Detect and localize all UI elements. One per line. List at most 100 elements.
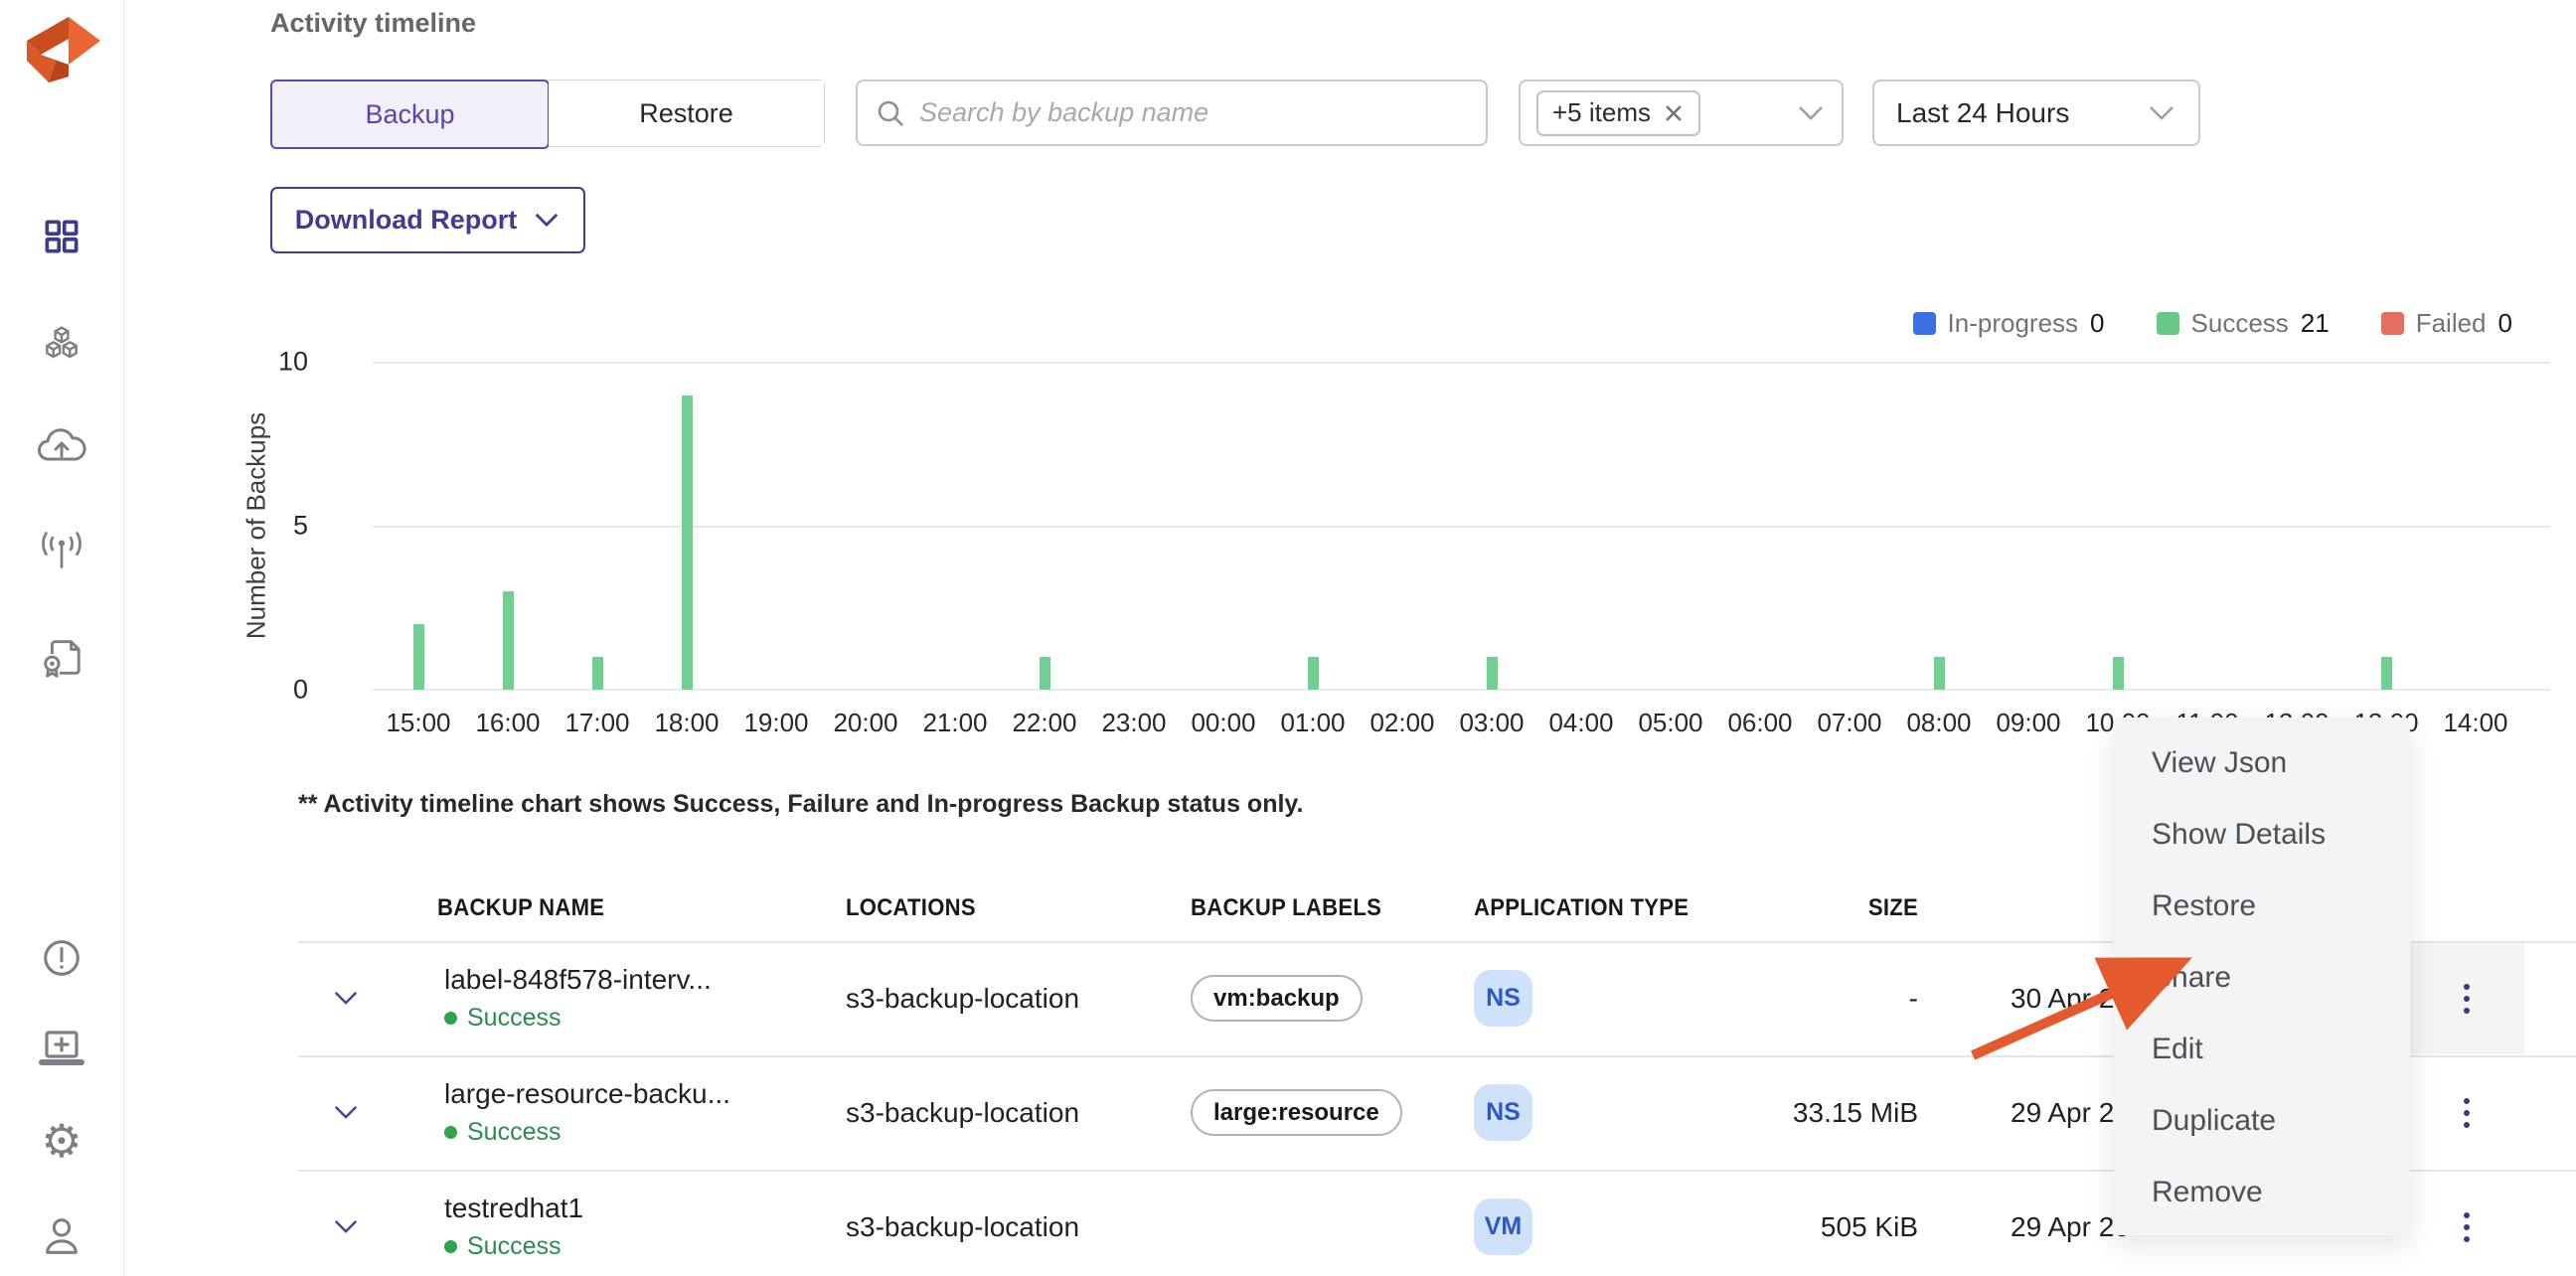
backup-date: 29 Apr 20: [2011, 1096, 2130, 1128]
y-tick-0: 0: [292, 674, 308, 705]
row-actions-menu-button[interactable]: [2447, 941, 2487, 1055]
bar-17:00: [591, 657, 603, 690]
search-icon: [878, 100, 903, 126]
sidebar-item-dashboard[interactable]: [36, 211, 87, 262]
expand-row-button[interactable]: [326, 941, 366, 1055]
download-report-button[interactable]: Download Report: [270, 187, 585, 253]
search-box: [856, 80, 1488, 146]
x-tick-label: 20:00: [833, 708, 898, 737]
gridline-10: [373, 362, 2550, 364]
tab-restore[interactable]: Restore: [549, 80, 824, 146]
sidebar-item-licenses[interactable]: [36, 632, 87, 684]
x-tick-label: 02:00: [1369, 708, 1435, 737]
x-tick-label: 08:00: [1906, 708, 1972, 737]
sidebar-item-settings[interactable]: ⚙: [36, 1115, 87, 1167]
backup-location: s3-backup-location: [846, 1210, 1080, 1242]
row-actions-menu-button[interactable]: [2447, 1170, 2487, 1276]
sidebar-item-alerts[interactable]: [36, 932, 87, 984]
col-application-type: APPLICATION TYPE: [1474, 894, 1690, 921]
col-backup-name: BACKUP NAME: [437, 894, 605, 921]
sidebar-item-system-monitor[interactable]: [36, 1024, 87, 1075]
page-title: Activity timeline: [270, 8, 477, 38]
cloud-upload-icon: [38, 428, 86, 461]
backup-name[interactable]: label-848f578-interv...: [444, 964, 712, 995]
menu-item-share[interactable]: Share: [2152, 961, 2232, 994]
sidebar-item-hypervisors[interactable]: [36, 525, 87, 576]
legend-item-in-progress[interactable]: In-progress 0: [1912, 308, 2105, 339]
col-size: SIZE: [1867, 894, 1918, 921]
gridline-0: [373, 689, 2550, 691]
brand-logo[interactable]: [20, 10, 103, 85]
bar-16:00: [502, 591, 514, 690]
table-divider: [298, 1055, 2576, 1057]
bar-10:00: [2112, 657, 2124, 690]
time-range-dropdown[interactable]: Last 24 Hours: [1872, 80, 2200, 146]
backup-size: -: [1908, 982, 1918, 1014]
menu-item-view-json[interactable]: View Json: [2152, 746, 2288, 779]
menu-item-remove[interactable]: Remove: [2152, 1176, 2263, 1208]
chevron-down-icon: [1799, 105, 1823, 120]
menu-item-restore[interactable]: Restore: [2152, 889, 2257, 922]
sidebar: ⚙: [0, 0, 124, 1276]
backup-restore-toggle: Backup Restore: [270, 80, 825, 149]
bar-08:00: [1933, 657, 1945, 690]
backup-label-chip: vm:backup: [1191, 975, 1363, 1022]
backup-size: 505 KiB: [1820, 1210, 1918, 1242]
x-tick-label: 05:00: [1638, 708, 1703, 737]
success-dot-icon: [444, 1126, 457, 1139]
sidebar-item-profile[interactable]: [36, 1210, 87, 1262]
expand-row-button[interactable]: [326, 1170, 366, 1276]
menu-item-show-details[interactable]: Show Details: [2152, 818, 2327, 851]
backup-size: 33.15 MiB: [1792, 1096, 1918, 1128]
bar-15:00: [412, 624, 424, 690]
x-tick-label: 21:00: [922, 708, 988, 737]
backup-location: s3-backup-location: [846, 982, 1080, 1014]
chart-footnote: ** Activity timeline chart shows Success…: [298, 790, 1304, 818]
x-tick-label: 15:00: [386, 708, 451, 737]
backup-name[interactable]: testredhat1: [444, 1193, 584, 1223]
bar-18:00: [681, 395, 693, 690]
chevron-down-icon: [334, 1106, 358, 1119]
x-tick-label: 17:00: [564, 708, 630, 737]
alert-circle-icon: [44, 940, 80, 976]
sidebar-item-clusters[interactable]: [36, 320, 87, 372]
cluster-cubes-icon: [46, 326, 78, 359]
bar-03:00: [1486, 657, 1498, 690]
filter-chip[interactable]: +5 items: [1536, 89, 1700, 136]
x-tick-label: 07:00: [1817, 708, 1882, 737]
application-type-badge: VM: [1474, 1198, 1532, 1255]
success-dot-icon: [444, 1012, 457, 1025]
backup-status: Success: [444, 1232, 561, 1261]
menu-item-edit[interactable]: Edit: [2152, 1033, 2203, 1065]
menu-item-duplicate[interactable]: Duplicate: [2152, 1104, 2277, 1137]
broadcast-antenna-icon: [42, 532, 81, 568]
search-input[interactable]: [919, 97, 1468, 128]
chevron-down-icon: [334, 1220, 358, 1233]
backup-date: 29 Apr 20: [2011, 1210, 2130, 1242]
col-locations: LOCATIONS: [846, 894, 976, 921]
backup-name[interactable]: large-resource-backu...: [444, 1078, 730, 1109]
namespace-filter-dropdown[interactable]: +5 items: [1519, 80, 1844, 146]
legend-item-success[interactable]: Success 21: [2156, 308, 2330, 339]
brand-ribbon-logo: [27, 17, 100, 82]
user-profile-icon: [46, 1218, 78, 1254]
row-actions-menu-button[interactable]: [2447, 1055, 2487, 1170]
bar-13:00: [2380, 657, 2392, 690]
application-type-badge: NS: [1474, 1084, 1532, 1141]
y-tick-5: 5: [292, 510, 308, 541]
dashboard-grid-icon: [45, 220, 79, 253]
sidebar-item-backup-targets[interactable]: [36, 421, 87, 473]
x-tick-label: 16:00: [475, 708, 541, 737]
backup-status: Success: [444, 1004, 561, 1033]
remove-chip-icon[interactable]: [1663, 102, 1685, 124]
x-tick-label: 00:00: [1191, 708, 1256, 737]
x-tick-label: 09:00: [1996, 708, 2061, 737]
expand-row-button[interactable]: [326, 1055, 366, 1170]
success-dot-icon: [444, 1240, 457, 1253]
tab-backup[interactable]: Backup: [270, 80, 550, 149]
legend-item-failed[interactable]: Failed 0: [2380, 308, 2512, 339]
row-context-menu: View Json Show Details Restore Share Edit Dup…: [2114, 718, 2410, 1235]
legend-swatch: [2156, 312, 2179, 335]
x-tick-label: 19:00: [743, 708, 809, 737]
